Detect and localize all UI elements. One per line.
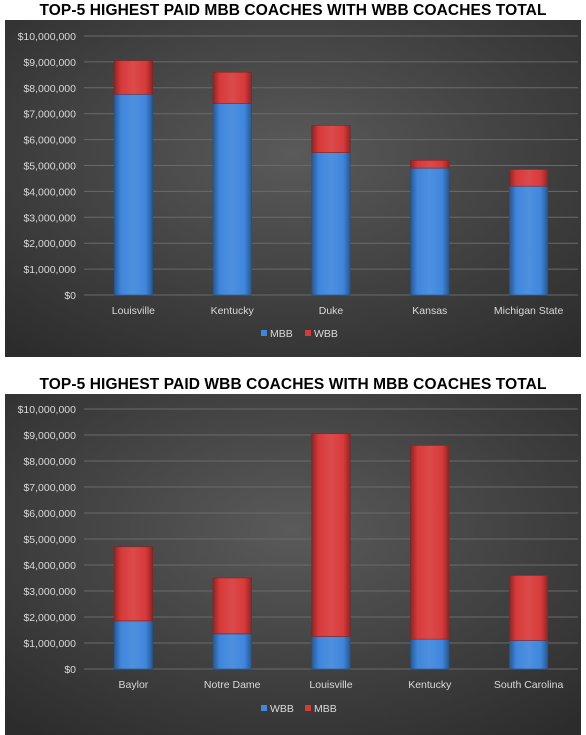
x-tick-label: Louisville <box>309 679 352 691</box>
y-tick-label: $8,000,000 <box>23 456 76 468</box>
bar-mbb-kentucky <box>212 103 252 296</box>
x-tick-label: South Carolina <box>494 679 564 691</box>
bar-wbb-south-carolina <box>509 640 549 670</box>
bar-mbb-south-carolina <box>509 575 549 641</box>
legend-label-mbb: MBB <box>270 328 293 340</box>
x-tick-label: Michigan State <box>494 305 564 317</box>
legend-swatch-mbb <box>305 705 311 711</box>
y-tick-label: $3,000,000 <box>23 586 76 598</box>
bar-mbb-baylor <box>113 546 153 622</box>
legend-swatch-wbb <box>305 330 311 336</box>
x-tick-label: Baylor <box>119 679 149 691</box>
y-tick-label: $0 <box>64 290 76 302</box>
bar-wbb-michigan-state <box>509 169 549 187</box>
x-tick-label: Louisville <box>112 305 155 317</box>
bar-wbb-kansas <box>410 160 450 169</box>
x-tick-label: Kentucky <box>408 679 452 691</box>
y-tick-label: $3,000,000 <box>23 212 76 224</box>
y-tick-label: $4,000,000 <box>23 186 76 198</box>
x-tick-label: Kansas <box>412 305 447 317</box>
legend-swatch-wbb <box>261 705 267 711</box>
bar-wbb-duke <box>311 125 351 153</box>
y-tick-label: $5,000,000 <box>23 161 76 173</box>
y-tick-label: $8,000,000 <box>23 83 76 95</box>
bar-wbb-notre-dame <box>212 633 252 670</box>
y-tick-label: $7,000,000 <box>23 109 76 121</box>
x-tick-label: Kentucky <box>211 305 255 317</box>
bar-wbb-baylor <box>113 620 153 670</box>
x-tick-label: Notre Dame <box>204 679 261 691</box>
y-tick-label: $6,000,000 <box>23 508 76 520</box>
chart-1-plot: $0 $1,000,000 $2,000,000 $3,000,000 $4,000,0… <box>5 20 581 357</box>
bar-wbb-louisville <box>311 636 351 670</box>
bar-mbb-louisville <box>311 433 351 637</box>
y-tick-label: $2,000,000 <box>23 612 76 624</box>
bar-mbb-notre-dame <box>212 577 252 635</box>
bar-mbb-duke <box>311 152 351 296</box>
chart-1-title: TOP-5 HIGHEST PAID MBB COACHES WITH WBB … <box>39 2 547 19</box>
y-tick-label: $10,000,000 <box>18 31 77 43</box>
bar-mbb-louisville <box>113 93 153 296</box>
y-tick-label: $7,000,000 <box>23 482 76 494</box>
y-tick-label: $0 <box>64 664 76 676</box>
bar-mbb-kansas <box>410 167 450 296</box>
y-tick-label: $9,000,000 <box>23 430 76 442</box>
bar-mbb-michigan-state <box>509 185 549 296</box>
legend-swatch-mbb <box>261 330 267 336</box>
legend-label-mbb: MBB <box>314 703 337 715</box>
x-tick-label: Duke <box>319 305 344 317</box>
legend-label-wbb: WBB <box>314 328 338 340</box>
chart-background <box>5 20 581 357</box>
chart-1: TOP-5 HIGHEST PAID MBB COACHES WITH WBB … <box>0 0 586 360</box>
bar-wbb-louisville <box>113 60 153 95</box>
y-tick-label: $10,000,000 <box>18 404 77 416</box>
y-tick-label: $6,000,000 <box>23 135 76 147</box>
y-tick-label: $1,000,000 <box>23 638 76 650</box>
legend-label-wbb: WBB <box>270 703 294 715</box>
y-tick-label: $1,000,000 <box>23 264 76 276</box>
y-tick-label: $9,000,000 <box>23 57 76 69</box>
bar-wbb-kentucky <box>212 71 252 104</box>
chart-2-plot: $0 $1,000,000 $2,000,000 $3,000,000 $4,000,0… <box>5 394 581 735</box>
chart-2-title: TOP-5 HIGHEST PAID WBB COACHES WITH MBB … <box>39 376 547 393</box>
y-tick-label: $5,000,000 <box>23 534 76 546</box>
y-tick-label: $2,000,000 <box>23 238 76 250</box>
chart-2: TOP-5 HIGHEST PAID WBB COACHES WITH MBB … <box>0 370 586 735</box>
y-tick-label: $4,000,000 <box>23 560 76 572</box>
bar-mbb-kentucky <box>410 445 450 640</box>
bar-wbb-kentucky <box>410 638 450 670</box>
